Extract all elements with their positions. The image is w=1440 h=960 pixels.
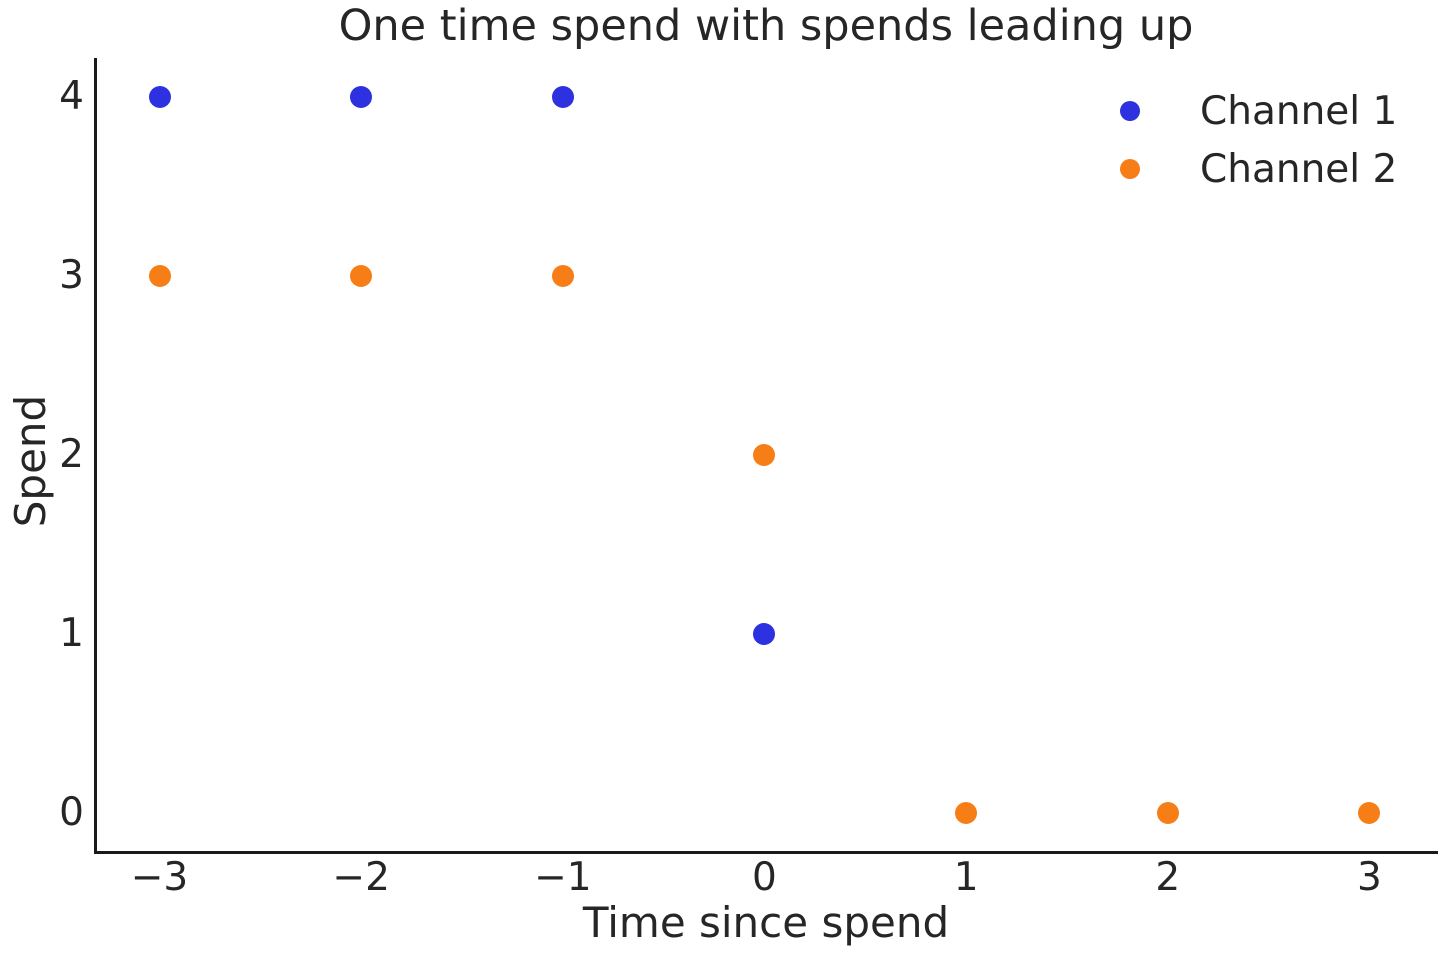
data-point	[551, 265, 574, 288]
legend-label: Channel 2	[1200, 146, 1398, 192]
data-point	[551, 86, 574, 109]
x-tick-label: 0	[752, 855, 777, 900]
data-point	[148, 265, 171, 288]
x-tick-label: 3	[1357, 855, 1382, 900]
x-tick-label: −3	[130, 855, 189, 900]
x-axis-label: Time since spend	[582, 898, 950, 947]
y-tick-label: 3	[59, 253, 84, 299]
legend-label: Channel 1	[1200, 88, 1398, 134]
x-tick-label: −2	[332, 855, 390, 900]
plot-area	[94, 58, 1438, 854]
y-tick-label: 0	[59, 790, 84, 836]
channel-2-marker-icon	[1120, 159, 1140, 179]
y-tick-label: 2	[59, 432, 84, 478]
data-point	[350, 265, 373, 288]
y-tick-label: 4	[59, 74, 84, 120]
chart-title: One time spend with spends leading up	[338, 1, 1194, 51]
x-axis-tick-labels: −3 −2 −1 0 1 2 3	[97, 854, 1438, 902]
data-point	[1156, 802, 1179, 825]
y-axis-tick-labels: 0 1 2 3 4	[0, 58, 84, 851]
data-point	[148, 86, 171, 109]
data-point	[1358, 802, 1381, 825]
x-tick-label: 2	[1155, 855, 1181, 900]
legend: Channel 1 Channel 2	[1120, 82, 1397, 198]
data-point	[350, 86, 373, 109]
legend-item-channel-1: Channel 1	[1120, 82, 1397, 140]
x-tick-label: −1	[534, 855, 592, 900]
x-tick-label: 1	[953, 855, 979, 900]
channel-1-marker-icon	[1120, 101, 1140, 121]
y-axis-label: Spend	[6, 394, 55, 528]
data-point	[753, 623, 776, 646]
data-point	[955, 802, 978, 825]
legend-item-channel-2: Channel 2	[1120, 140, 1397, 198]
y-tick-label: 1	[59, 611, 84, 657]
data-point	[753, 444, 776, 467]
